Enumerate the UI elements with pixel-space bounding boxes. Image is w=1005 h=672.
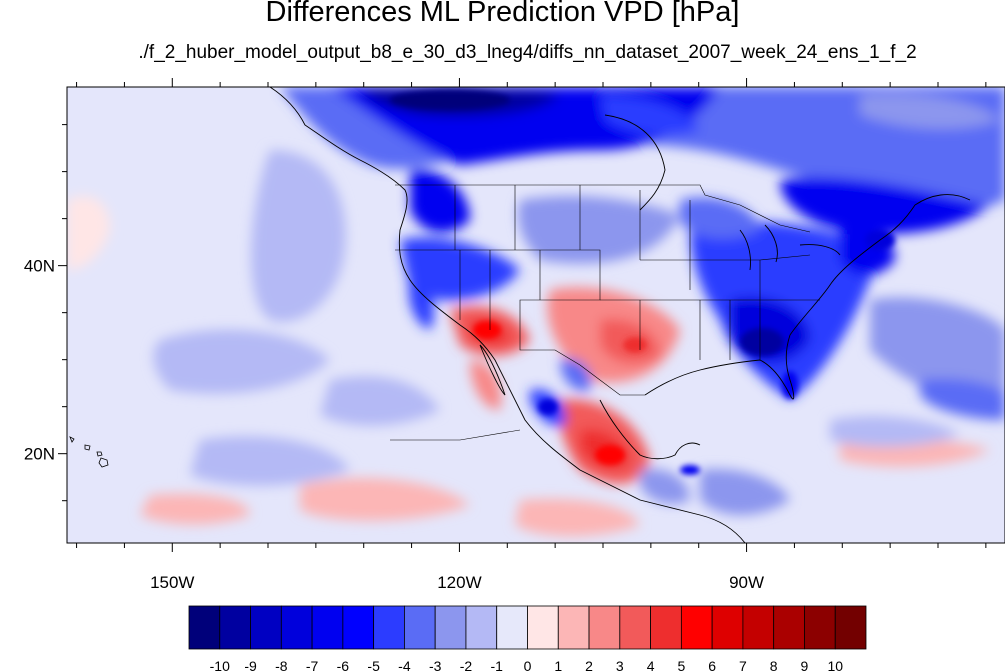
colorbar-swatch <box>465 605 498 650</box>
colorbar-label: 6 <box>708 658 716 672</box>
colorbar-swatch <box>557 605 590 650</box>
colorbar-label: -10 <box>210 658 230 672</box>
colorbar-swatch <box>650 605 682 650</box>
colorbar-label: -6 <box>337 658 350 672</box>
anomaly-cores <box>390 90 895 475</box>
x-tick-label: 90W <box>729 573 764 592</box>
colorbar-swatch <box>434 605 467 650</box>
hawaii-islands <box>69 436 109 468</box>
colorbar-label: -2 <box>460 658 473 672</box>
colorbar-label: 8 <box>770 658 778 672</box>
colorbar-label: 0 <box>524 658 532 672</box>
colorbar-label: -9 <box>244 658 257 672</box>
colorbar-label: 2 <box>585 658 593 672</box>
axis-ticks <box>58 78 987 552</box>
colorbar-swatch <box>804 605 836 650</box>
colorbar-label: 7 <box>739 658 747 672</box>
colorbar-label: -4 <box>398 658 411 672</box>
anomaly-blobs <box>67 87 1005 537</box>
field-layer <box>67 87 1005 543</box>
colorbar-label: -8 <box>275 658 288 672</box>
colorbar-swatch <box>342 605 375 650</box>
colorbar-swatch <box>680 605 713 650</box>
colorbar-label: -7 <box>306 658 319 672</box>
colorbar-swatch <box>711 605 744 650</box>
colorbar-label: 1 <box>554 658 562 672</box>
colorbar-swatch <box>250 605 282 650</box>
colorbar-swatch <box>311 605 344 650</box>
x-tick-label: 150W <box>150 573 194 592</box>
colorbar-swatch <box>280 605 313 650</box>
axis-tick-labels: 150W 120W 90W 40N 20N <box>24 257 764 592</box>
state-borders <box>390 184 820 441</box>
colorbar-swatch <box>742 605 775 650</box>
colorbar-swatch <box>527 605 559 650</box>
colorbar-swatch <box>404 605 436 650</box>
colorbar-swatch <box>773 605 805 650</box>
colorbar-label: -1 <box>491 658 504 672</box>
map-frame <box>66 86 1005 544</box>
colorbar-label: 10 <box>827 658 843 672</box>
colorbar-swatch <box>219 605 251 650</box>
coastlines <box>269 87 971 543</box>
colorbar-label: 4 <box>647 658 655 672</box>
colorbar-swatch <box>496 605 528 650</box>
colorbar-swatch <box>373 605 405 650</box>
colorbar-swatch <box>619 605 651 650</box>
colorbar-label: 3 <box>616 658 624 672</box>
colorbar-swatch <box>188 605 221 650</box>
colorbar: -10 -9 -8 -7 -6 -5 -4 -3 -2 -1 0 1 2 3 4 5 6 7 8 9 10 <box>188 605 867 672</box>
colorbar-swatch <box>834 605 867 650</box>
y-tick-label: 20N <box>24 445 55 464</box>
colorbar-label: -3 <box>429 658 442 672</box>
y-tick-label: 40N <box>24 257 55 276</box>
colorbar-label: 9 <box>801 658 809 672</box>
x-tick-label: 120W <box>437 573 481 592</box>
colorbar-label: -5 <box>367 658 380 672</box>
map-subtitle: ./f_2_huber_model_output_b8_e_30_d3_lneg… <box>138 42 917 63</box>
colorbar-swatch <box>588 605 621 650</box>
map-title: Differences ML Prediction VPD [hPa] <box>265 0 740 28</box>
colorbar-label: 5 <box>677 658 685 672</box>
